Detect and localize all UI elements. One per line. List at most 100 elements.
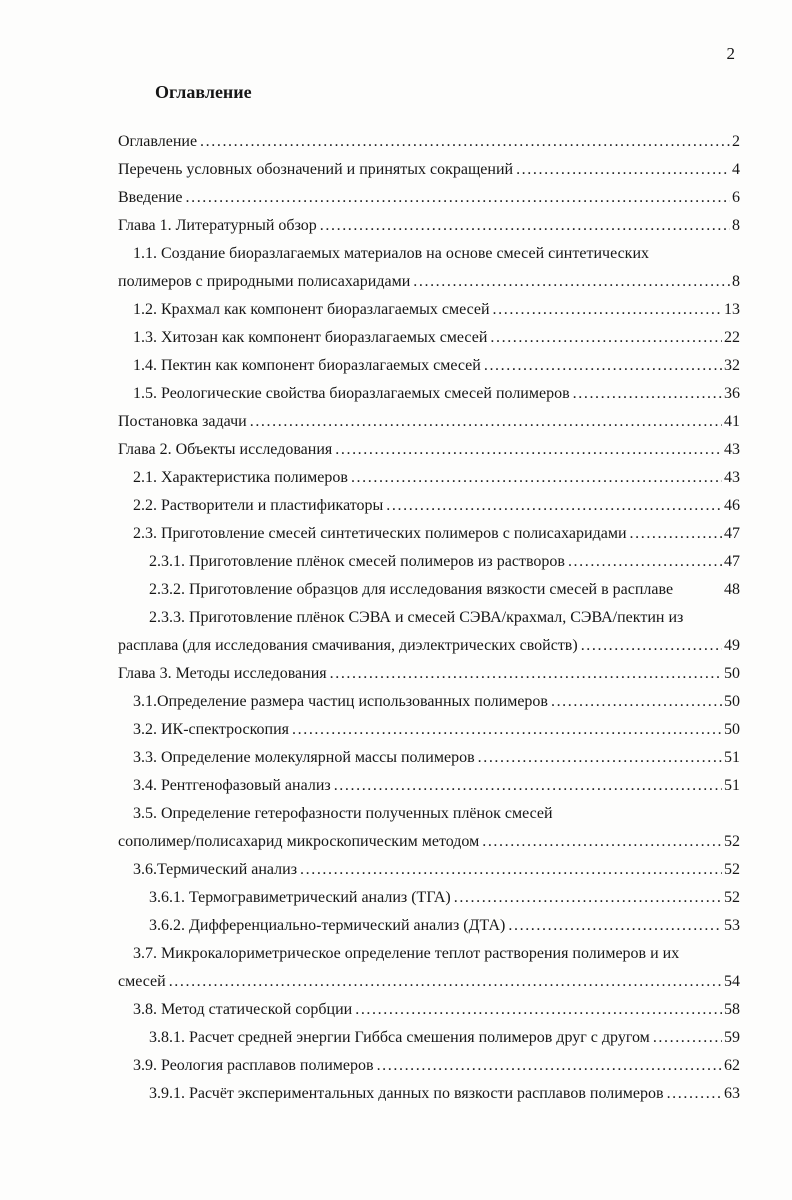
toc-entry-text: Постановка задачи — [118, 413, 247, 430]
toc-dot-leader — [169, 968, 722, 996]
toc-line: 3.3. Определение молекулярной массы поли… — [118, 744, 740, 772]
toc-entry-text: 3.6.1. Термогравиметрический анализ (ТГА… — [149, 889, 451, 906]
toc-page-number: 47 — [724, 553, 740, 570]
toc-entry: 1.1. Создание биоразлагаемых материалов … — [118, 240, 740, 296]
toc-dot-leader — [355, 996, 722, 1024]
toc-entry-text: 3.6.2. Дифференциально-термический анали… — [149, 917, 506, 934]
toc-entry: 3.6.1. Термогравиметрический анализ (ТГА… — [118, 884, 740, 912]
toc-page-number: 50 — [724, 721, 740, 738]
toc-line: Глава 3. Методы исследования 50 — [118, 660, 740, 688]
page-number: 2 — [726, 44, 736, 63]
toc-dot-leader — [516, 156, 730, 184]
toc-dot-leader — [351, 464, 722, 492]
toc-dot-leader — [250, 408, 722, 436]
toc-page-number: 6 — [732, 189, 740, 206]
toc-page-number: 32 — [724, 357, 740, 374]
toc-line: расплава (для исследования смачивания, д… — [118, 632, 740, 660]
toc-page-number: 22 — [724, 329, 740, 346]
toc-entry: 3.5. Определение гетерофазности полученн… — [118, 800, 740, 856]
toc-entry-text: 3.8. Метод статической сорбции — [133, 1001, 353, 1018]
toc-page-number: 13 — [724, 301, 740, 318]
toc-entry: 3.8. Метод статической сорбции 58 — [118, 996, 740, 1024]
toc-page-number: 59 — [724, 1029, 740, 1046]
toc-dot-leader — [300, 856, 722, 884]
toc-entry-text: смесей — [118, 973, 166, 990]
toc-line: 1.1. Создание биоразлагаемых материалов … — [118, 240, 740, 268]
toc-line: 2.3.3. Приготовление плёнок СЭВА и смесе… — [118, 604, 740, 632]
toc-entry: 2.3.2. Приготовление образцов для исслед… — [118, 576, 740, 604]
toc-entry-text: 1.1. Создание биоразлагаемых материалов … — [133, 245, 649, 262]
toc-line: 1.4. Пектин как компонент биоразлагаемых… — [118, 352, 740, 380]
toc-line: полимеров с природными полисахаридами 8 — [118, 268, 740, 296]
toc-entry-text: Перечень условных обозначений и принятых… — [118, 161, 514, 178]
toc-page-number: 8 — [732, 273, 740, 290]
toc-page-number: 52 — [724, 833, 740, 850]
toc-page-number: 62 — [724, 1057, 740, 1074]
toc-line: 3.9.1. Расчёт экспериментальных данных п… — [118, 1080, 740, 1108]
toc-line: Перечень условных обозначений и принятых… — [118, 156, 740, 184]
toc-dot-leader — [484, 352, 722, 380]
toc-entry: 3.3. Определение молекулярной массы поли… — [118, 744, 740, 772]
toc-line: 3.4. Рентгенофазовый анализ 51 — [118, 772, 740, 800]
toc-page-number: 50 — [724, 665, 740, 682]
toc-page-number: 51 — [724, 777, 740, 794]
toc-page-number: 47 — [724, 525, 740, 542]
toc-page-number: 63 — [724, 1085, 740, 1102]
toc-line: 1.2. Крахмал как компонент биоразлагаемы… — [118, 296, 740, 324]
toc-entry-text: 3.8.1. Расчет средней энергии Гиббса сме… — [149, 1029, 650, 1046]
toc-dot-leader — [377, 1052, 722, 1080]
toc-entry-text: 3.5. Определение гетерофазности полученн… — [133, 805, 553, 822]
toc-entry: 2.3. Приготовление смесей синтетических … — [118, 520, 740, 548]
toc-entry-text: 1.5. Реологические свойства биоразлагаем… — [133, 385, 570, 402]
toc-entry: 2.3.3. Приготовление плёнок СЭВА и смесе… — [118, 604, 740, 660]
toc-page-number: 8 — [732, 217, 740, 234]
toc-entry: 1.3. Хитозан как компонент биоразлагаемы… — [118, 324, 740, 352]
toc-dot-leader — [551, 688, 722, 716]
toc-entry-text: 3.3. Определение молекулярной массы поли… — [133, 749, 475, 766]
toc-line: 3.2. ИК-спектроскопия 50 — [118, 716, 740, 744]
toc-dot-leader — [330, 660, 722, 688]
toc-line: смесей 54 — [118, 968, 740, 996]
toc-dot-leader — [454, 884, 722, 912]
toc-dot-leader — [490, 324, 722, 352]
toc-line: 3.6.2. Дифференциально-термический анали… — [118, 912, 740, 940]
toc-line: 3.8. Метод статической сорбции 58 — [118, 996, 740, 1024]
toc-dot-leader — [667, 1080, 722, 1108]
toc-entry-text: 2.3. Приготовление смесей синтетических … — [133, 525, 627, 542]
toc-entry: 3.1.Определение размера частиц использов… — [118, 688, 740, 716]
toc-page-number: 48 — [724, 581, 740, 598]
toc-page-number: 36 — [724, 385, 740, 402]
toc-dot-leader — [630, 520, 722, 548]
toc-entry: 3.9.1. Расчёт экспериментальных данных п… — [118, 1080, 740, 1108]
toc-page-number: 53 — [724, 917, 740, 934]
toc-dot-leader — [581, 632, 722, 660]
toc-page-number: 46 — [724, 497, 740, 514]
toc-page-number: 41 — [724, 413, 740, 430]
toc-line: 3.8.1. Расчет средней энергии Гиббса сме… — [118, 1024, 740, 1052]
toc-entry: 3.9. Реология расплавов полимеров 62 — [118, 1052, 740, 1080]
toc-entry-text: 2.3.2. Приготовление образцов для исслед… — [149, 581, 674, 598]
toc-line: 3.6.1. Термогравиметрический анализ (ТГА… — [118, 884, 740, 912]
toc-page-number: 2 — [732, 133, 740, 150]
toc-dot-leader — [186, 184, 731, 212]
toc-line: Глава 1. Литературный обзор 8 — [118, 212, 740, 240]
toc-entry-text: 3.6.Термический анализ — [133, 861, 298, 878]
toc-entry-text: 3.7. Микрокалориметрическое определение … — [133, 945, 680, 962]
toc-dot-leader — [334, 772, 722, 800]
toc-dot-leader — [493, 296, 722, 324]
toc-page-number: 58 — [724, 1001, 740, 1018]
toc-entry-text: Глава 1. Литературный обзор — [118, 217, 317, 234]
toc-line: 2.2. Растворители и пластификаторы 46 — [118, 492, 740, 520]
toc-entry-text: 3.4. Рентгенофазовый анализ — [133, 777, 331, 794]
toc-dot-leader — [482, 828, 722, 856]
toc-entry: 1.5. Реологические свойства биоразлагаем… — [118, 380, 740, 408]
toc-entry-text: 3.2. ИК-спектроскопия — [133, 721, 290, 738]
toc-entry: Перечень условных обозначений и принятых… — [118, 156, 740, 184]
toc-entry-text: 2.3.3. Приготовление плёнок СЭВА и смесе… — [149, 609, 684, 626]
toc-dot-leader — [292, 716, 722, 744]
toc-entry: 1.4. Пектин как компонент биоразлагаемых… — [118, 352, 740, 380]
toc-page-number: 52 — [724, 889, 740, 906]
toc-line: сополимер/полисахарид микроскопическим м… — [118, 828, 740, 856]
toc-entry: 3.7. Микрокалориметрическое определение … — [118, 940, 740, 996]
toc-dot-leader — [478, 744, 722, 772]
